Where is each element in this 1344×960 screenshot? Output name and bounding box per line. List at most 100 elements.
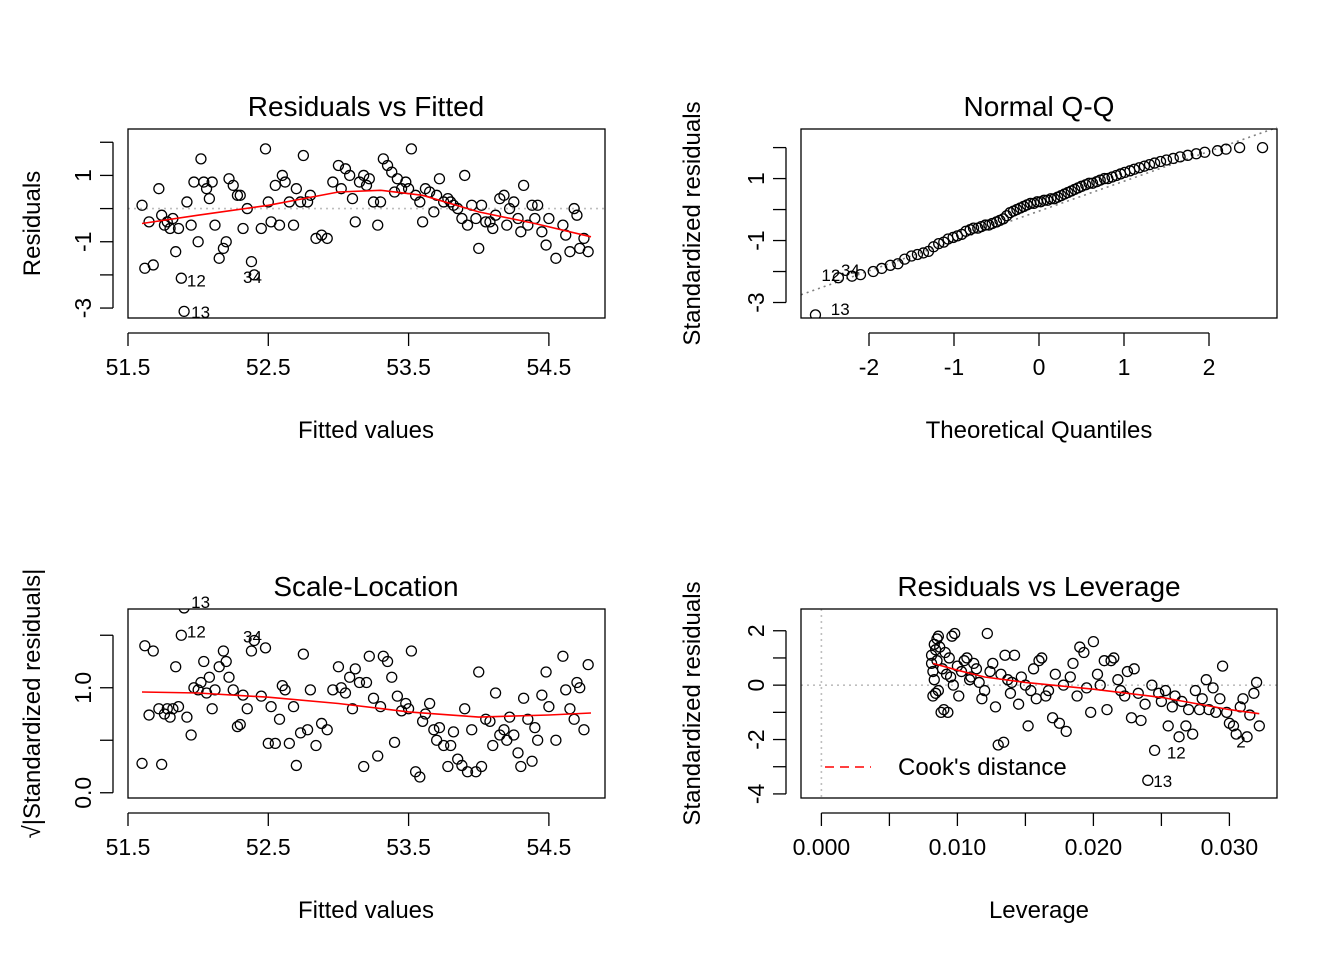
data-point — [156, 758, 168, 771]
data-point — [1045, 193, 1057, 205]
data-point — [1022, 720, 1034, 732]
data-point — [367, 692, 380, 704]
data-layer — [809, 141, 1269, 318]
data-point — [543, 212, 555, 225]
data-point — [979, 219, 992, 231]
data-point — [405, 645, 418, 657]
data-point — [508, 196, 520, 208]
data-point — [416, 715, 429, 727]
data-point — [273, 219, 286, 231]
data-point — [997, 736, 1010, 748]
data-point — [321, 724, 333, 736]
x-tick-label: 0.010 — [929, 834, 987, 860]
data-point — [259, 143, 272, 155]
data-point — [206, 176, 218, 188]
data-point — [310, 739, 322, 752]
data-point — [935, 706, 947, 718]
data-point — [301, 724, 314, 736]
x-tick-label: 0 — [1033, 354, 1046, 380]
data-point — [1154, 155, 1167, 168]
data-point — [522, 713, 534, 725]
x-tick-label: 52.5 — [246, 834, 291, 860]
y-tick-label: -1 — [70, 232, 96, 252]
data-point — [456, 212, 468, 225]
data-point — [1087, 635, 1100, 648]
chart-panel-3: 51.5 52.5 53.5 54.5 0.0 1.0 Scale-Location Fitt… — [19, 569, 606, 924]
data-point — [276, 169, 288, 182]
data-point — [1049, 668, 1061, 680]
data-point — [374, 196, 387, 208]
data-point — [414, 196, 426, 208]
data-point — [1046, 712, 1059, 724]
data-point — [1173, 731, 1185, 743]
data-point — [287, 701, 300, 713]
data-point — [241, 703, 253, 715]
data-point — [1182, 703, 1195, 716]
data-point — [428, 206, 440, 218]
data-point — [234, 718, 246, 731]
data-point — [961, 652, 973, 664]
data-point — [484, 216, 496, 228]
data-point — [503, 711, 516, 723]
point-label: 13 — [1153, 772, 1172, 791]
data-point — [550, 734, 562, 746]
data-point — [297, 648, 310, 660]
data-point — [942, 706, 954, 718]
data-point — [386, 166, 398, 178]
data-point — [560, 684, 572, 696]
data-point — [1256, 141, 1269, 154]
data-point — [367, 196, 380, 208]
data-point — [388, 736, 401, 748]
y-axis: -3 -1 1 — [70, 141, 114, 318]
data-point — [884, 259, 896, 271]
data-point — [452, 202, 464, 215]
smooth-line — [141, 189, 592, 238]
data-point — [200, 183, 213, 195]
chart-title: Residuals vs Leverage — [897, 571, 1180, 602]
x-tick-label: 51.5 — [106, 834, 151, 860]
data-point — [1167, 152, 1179, 165]
x-tick-label: 51.5 — [106, 354, 151, 380]
data-point — [989, 701, 1002, 713]
data-point — [147, 645, 159, 657]
data-point — [372, 219, 384, 231]
point-label: 2 — [1236, 733, 1245, 752]
data-point — [459, 703, 471, 715]
data-point — [981, 627, 993, 640]
data-point — [1160, 154, 1173, 166]
data-point — [1220, 143, 1232, 155]
data-point — [1139, 698, 1151, 710]
data-point — [259, 642, 272, 654]
data-point — [568, 202, 580, 215]
data-point — [349, 216, 361, 228]
data-point — [167, 703, 179, 715]
data-point — [1244, 709, 1256, 721]
data-point — [265, 701, 277, 713]
data-point — [978, 684, 991, 697]
data-layer — [925, 627, 1265, 786]
point-label: 34 — [841, 261, 860, 280]
x-axis: 51.5 52.5 53.5 54.5 — [106, 332, 571, 380]
x-tick-label: 1 — [1118, 354, 1131, 380]
data-point — [438, 739, 450, 752]
data-point — [1085, 706, 1097, 718]
y-tick-label: 1 — [70, 169, 96, 182]
data-point — [1025, 684, 1037, 697]
data-point — [283, 737, 295, 750]
data-point — [498, 724, 510, 736]
data-point — [967, 222, 980, 234]
data-point — [335, 183, 347, 195]
chart-panel-1: 51.5 52.5 53.5 54.5 -3 -1 1 Residuals vs Fitted… — [19, 91, 606, 444]
x-axis-label: Leverage — [989, 897, 1089, 924]
data-point — [973, 676, 985, 689]
data-point — [178, 305, 190, 318]
data-point — [332, 159, 345, 172]
data-point — [1128, 663, 1140, 675]
data-point — [386, 671, 398, 683]
data-point — [1207, 682, 1219, 694]
data-point — [433, 722, 446, 734]
data-point — [433, 173, 446, 185]
data-point — [1180, 720, 1192, 732]
